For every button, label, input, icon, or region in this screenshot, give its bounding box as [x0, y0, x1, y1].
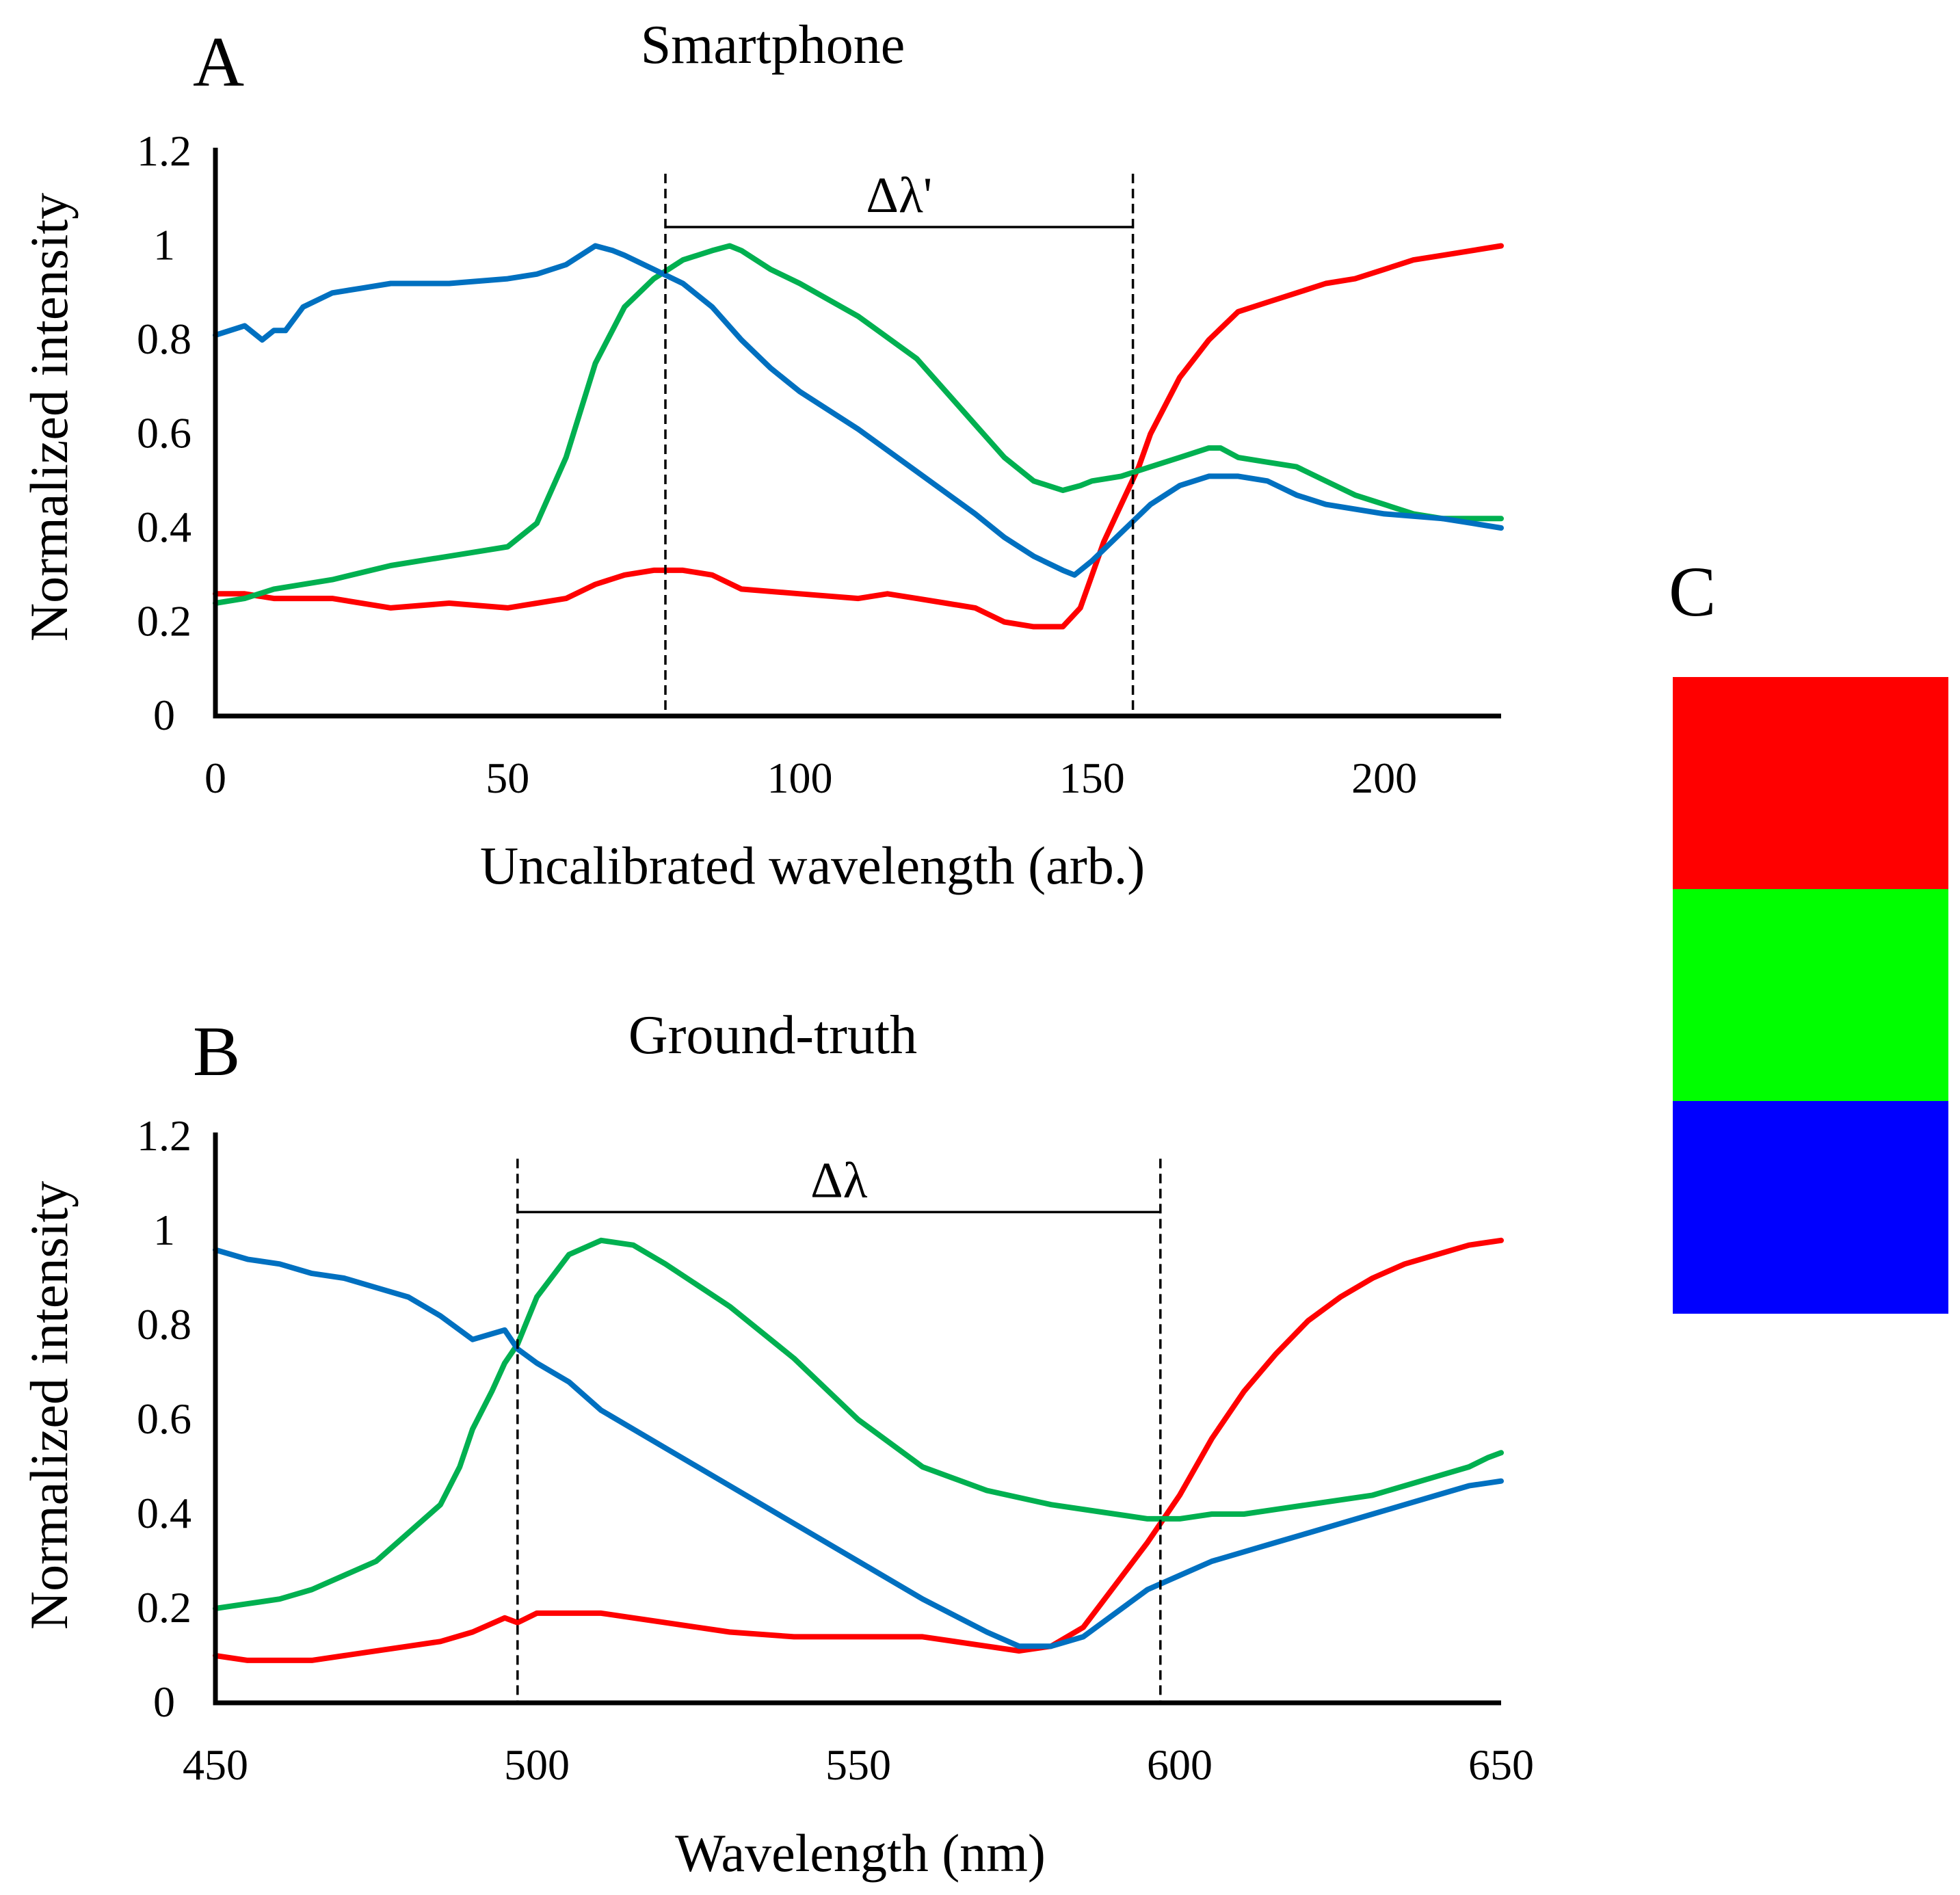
y-tick-label: 0 — [153, 1678, 175, 1726]
y-tick-label: 0.4 — [137, 1489, 191, 1537]
swatch-green — [1673, 889, 1948, 1102]
x-tick-label: 0 — [204, 754, 226, 802]
panel-c: C — [1669, 553, 1948, 1314]
panel-b-xticks: 450 500 550 600 650 — [183, 1740, 1534, 1789]
panel-a: A Smartphone Normalized intensity Uncali… — [19, 15, 1504, 895]
y-tick-label: 1 — [153, 1206, 175, 1254]
panel-b-title: Ground-truth — [628, 1005, 917, 1065]
y-tick-label: 0.8 — [137, 1300, 191, 1349]
panel-a-xticks: 0 50 100 150 200 — [204, 754, 1417, 802]
panel-a-series — [213, 243, 1504, 630]
y-tick-label: 0.6 — [137, 1394, 191, 1443]
panel-a-label: A — [193, 23, 244, 101]
panel-b-axes — [213, 1132, 1501, 1706]
panel-a-ylabel: Normalized intensity — [19, 193, 79, 641]
swatch-blue — [1673, 1101, 1948, 1314]
x-tick-label: 150 — [1059, 754, 1125, 802]
swatch-red — [1673, 677, 1948, 890]
x-tick-label: 200 — [1351, 754, 1417, 802]
y-tick-label: 0.8 — [137, 315, 191, 363]
panel-b-markers — [516, 1158, 1162, 1703]
x-tick-label: 50 — [486, 754, 529, 802]
panel-b-ylabel: Normalized intensity — [19, 1181, 79, 1630]
series-line-blue — [213, 243, 1504, 578]
x-tick-label: 100 — [767, 754, 833, 802]
panel-c-label: C — [1669, 553, 1716, 631]
x-tick-label: 650 — [1468, 1740, 1534, 1789]
y-tick-label: 1.2 — [137, 127, 191, 175]
series-line-red — [213, 1237, 1504, 1663]
panel-b: B Ground-truth Normalized intensity Wave… — [19, 1005, 1534, 1883]
panel-a-xlabel: Uncalibrated wavelength (arb.) — [480, 836, 1145, 895]
panel-b-span-label: Δλ — [810, 1152, 868, 1208]
y-tick-label: 0.2 — [137, 1583, 191, 1632]
y-tick-label: 1.2 — [137, 1111, 191, 1160]
series-line-blue — [213, 1247, 1504, 1649]
panel-a-title: Smartphone — [641, 15, 905, 75]
panel-b-label: B — [193, 1012, 240, 1091]
panel-b-yticks: 0 0.2 0.4 0.6 0.8 1 1.2 — [137, 1111, 191, 1726]
panel-b-xlabel: Wavelength (nm) — [675, 1823, 1046, 1883]
y-tick-label: 0.2 — [137, 597, 191, 646]
x-tick-label: 550 — [825, 1740, 891, 1789]
y-tick-label: 0 — [153, 691, 175, 739]
y-tick-label: 0.6 — [137, 409, 191, 458]
panel-a-axes — [213, 148, 1501, 719]
panel-a-span-label: Δλ' — [866, 168, 932, 224]
panel-a-yticks: 0 0.2 0.4 0.6 0.8 1 1.2 — [137, 127, 191, 739]
series-line-red — [213, 243, 1504, 630]
panel-a-markers — [664, 174, 1135, 716]
series-line-green — [213, 1237, 1504, 1611]
color-swatches — [1673, 677, 1948, 1314]
x-tick-label: 600 — [1147, 1740, 1213, 1789]
panel-b-series — [213, 1237, 1504, 1663]
x-tick-label: 500 — [504, 1740, 570, 1789]
x-tick-label: 450 — [183, 1740, 248, 1789]
series-line-green — [213, 243, 1504, 606]
y-tick-label: 0.4 — [137, 503, 191, 551]
y-tick-label: 1 — [153, 221, 175, 269]
